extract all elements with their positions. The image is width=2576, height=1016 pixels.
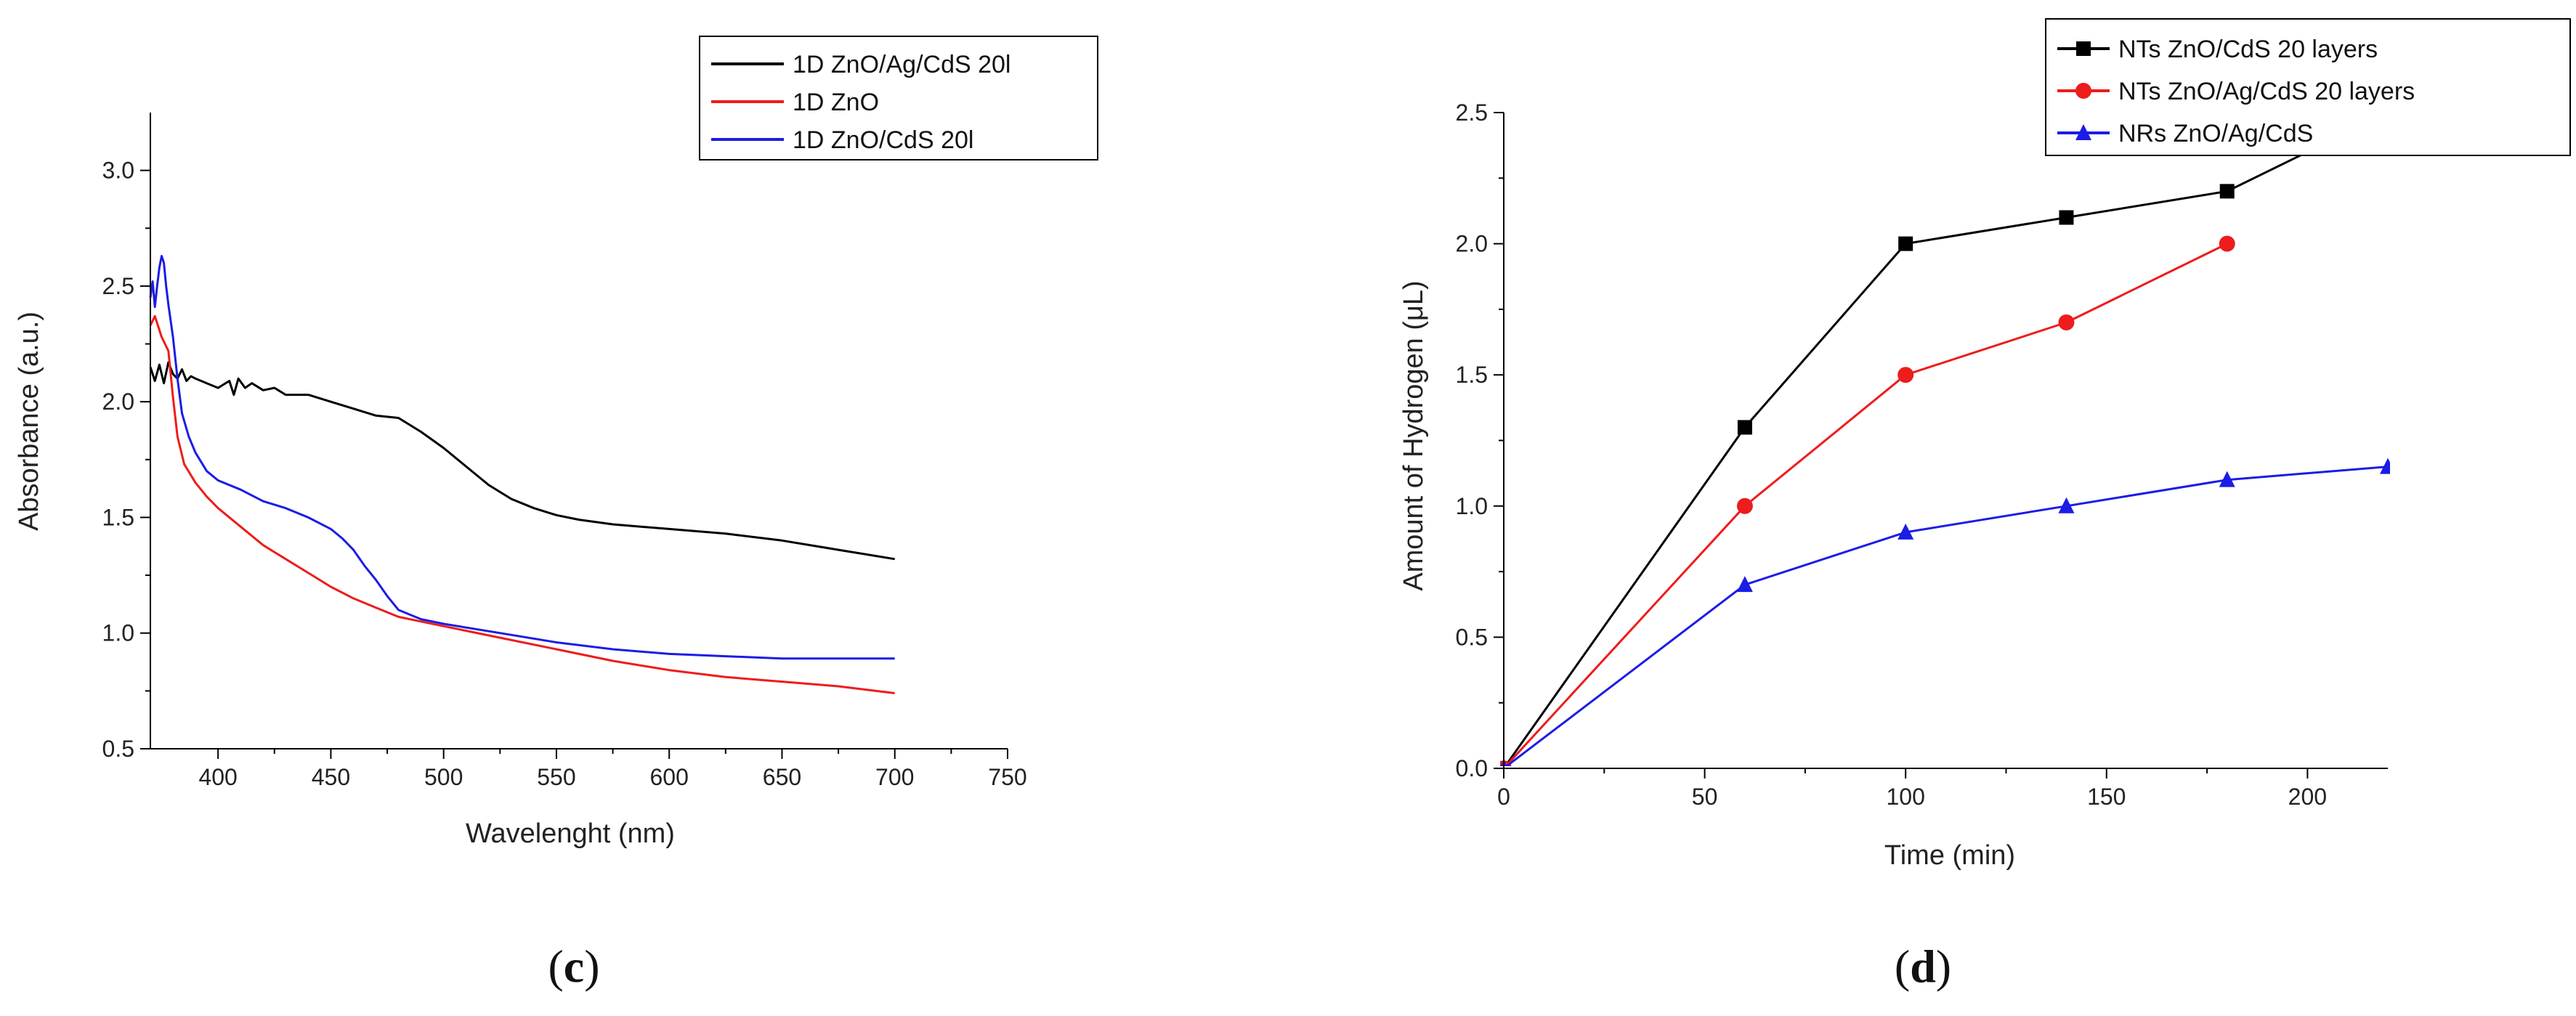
- hydrogen-legend: NTs ZnO/CdS 20 layers NTs ZnO/Ag/CdS 20 l…: [2045, 18, 2571, 156]
- hydrogen-legend-label: NRs ZnO/Ag/CdS: [2118, 120, 2313, 147]
- absorbance-legend-label: 1D ZnO/Ag/CdS 20l: [793, 51, 1010, 78]
- absorbance-chart: 400 450 500 550 600 650 700 750 0.5 1.0 1.5 2.0 2.5 3…: [14, 36, 1098, 849]
- hydrogen-data-point: [1898, 236, 1913, 251]
- hydrogen-data-point: [1736, 497, 1753, 514]
- hydrogen-data-point: [1737, 420, 1752, 435]
- hydrogen-chart: 0 50 100 150 200 0.0 0.5 1.0 1.5 2.0 2.5 Time (min…: [1398, 18, 2571, 871]
- hydrogen-y-tick-label: 0.5: [1456, 624, 1488, 650]
- hydrogen-data-point: [1897, 367, 1914, 383]
- hydrogen-series-line: [1504, 111, 2389, 766]
- hydrogen-x-tick-label: 50: [1692, 784, 1718, 810]
- absorbance-x-tick-label: 700: [875, 764, 914, 790]
- absorbance-x-tick-label: 650: [763, 764, 801, 790]
- hydrogen-legend-box: [2045, 18, 2571, 156]
- absorbance-legend-label: 1D ZnO: [793, 89, 879, 116]
- absorbance-x-tick-label: 750: [988, 764, 1026, 790]
- hydrogen-y-tick-label: 1.0: [1456, 493, 1488, 519]
- hydrogen-y-tick-label: 1.5: [1456, 362, 1488, 388]
- absorbance-legend-label: 1D ZnO/CdS 20l: [793, 126, 973, 154]
- absorbance-x-tick-label: 550: [537, 764, 575, 790]
- absorbance-x-axis-label: Wavelenght (nm): [466, 818, 675, 849]
- absorbance-y-tick-label: 2.5: [102, 273, 134, 299]
- hydrogen-data-point: [2219, 235, 2235, 252]
- hydrogen-series-line: [1504, 466, 2389, 766]
- hydrogen-legend-label: NTs ZnO/CdS 20 layers: [2118, 36, 2378, 63]
- absorbance-y-tick-label: 3.0: [102, 158, 134, 184]
- absorbance-y-tick-label: 1.0: [102, 620, 134, 646]
- hydrogen-x-axis-label: Time (min): [1884, 840, 2015, 871]
- absorbance-x-tick-label: 450: [312, 764, 350, 790]
- hydrogen-data-point: [2058, 497, 2075, 513]
- hydrogen-y-tick-label: 2.0: [1456, 231, 1488, 257]
- absorbance-x-tick-label: 600: [650, 764, 689, 790]
- panel-label-c: (c): [548, 940, 599, 992]
- absorbance-legend: 1D ZnO/Ag/CdS 20l 1D ZnO 1D ZnO/CdS 20l: [699, 36, 1098, 160]
- hydrogen-x-tick-label: 200: [2288, 784, 2327, 810]
- absorbance-y-tick-label: 2.0: [102, 389, 134, 415]
- hydrogen-legend-marker: [2075, 83, 2091, 99]
- absorbance-axes: [150, 113, 1008, 749]
- absorbance-y-tick-label: 1.5: [102, 504, 134, 530]
- absorbance-x-tick-label: 400: [198, 764, 237, 790]
- hydrogen-legend-label: NTs ZnO/Ag/CdS 20 layers: [2118, 78, 2415, 105]
- hydrogen-legend-marker: [2076, 41, 2091, 56]
- hydrogen-y-tick-label: 2.5: [1456, 99, 1488, 126]
- absorbance-x-tick-label: 500: [424, 764, 463, 790]
- absorbance-series-line: [149, 314, 895, 694]
- hydrogen-legend-marker: [2075, 124, 2091, 140]
- hydrogen-axes: [1503, 113, 2388, 769]
- hydrogen-y-axis-label: Amount of Hydrogen (μL): [1398, 280, 1429, 590]
- hydrogen-data-point: [2219, 184, 2235, 199]
- hydrogen-y-tick-label: 0.0: [1456, 755, 1488, 781]
- hydrogen-data-point: [2380, 458, 2390, 474]
- hydrogen-data-point: [1897, 523, 1914, 540]
- absorbance-y-tick-label: 0.5: [102, 736, 134, 762]
- hydrogen-x-tick-label: 0: [1497, 784, 1510, 810]
- hydrogen-data-point: [2058, 314, 2075, 330]
- panel-label-d: (d): [1895, 940, 1951, 992]
- hydrogen-data-point: [2219, 471, 2235, 487]
- absorbance-series-line: [149, 361, 895, 561]
- absorbance-series-line: [149, 255, 895, 660]
- hydrogen-data-point: [1736, 576, 1753, 593]
- hydrogen-data-point: [2059, 210, 2074, 225]
- absorbance-y-axis-label: Absorbance (a.u.): [14, 312, 44, 531]
- hydrogen-series-line: [1504, 243, 2228, 766]
- hydrogen-x-tick-label: 100: [1886, 784, 1924, 810]
- hydrogen-x-tick-label: 150: [2087, 784, 2126, 810]
